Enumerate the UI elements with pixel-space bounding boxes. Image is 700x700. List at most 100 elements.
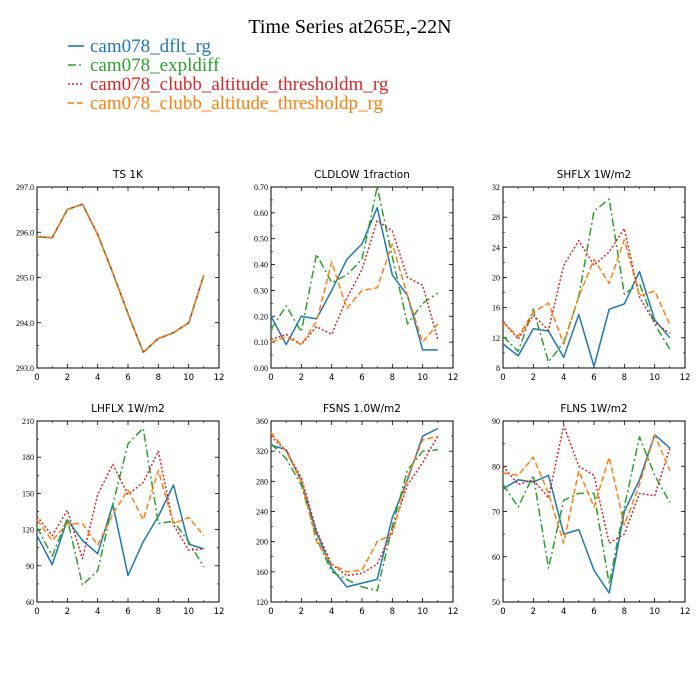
y-tick-label: 180 bbox=[22, 453, 34, 462]
x-tick-label: 0 bbox=[500, 373, 505, 383]
series-line-4 bbox=[36, 203, 205, 353]
x-tick-label: 6 bbox=[591, 373, 596, 383]
x-tick-label: 12 bbox=[214, 373, 225, 383]
y-tick-label: 0.00 bbox=[254, 364, 268, 373]
series-line-4 bbox=[502, 239, 671, 345]
x-tick-label: 6 bbox=[125, 373, 130, 383]
series-line-3 bbox=[502, 227, 671, 341]
y-tick-label: 240 bbox=[256, 508, 268, 517]
x-tick-label: 0 bbox=[500, 607, 505, 617]
x-tick-label: 0 bbox=[34, 607, 39, 617]
legend-label: cam078_dflt_rg bbox=[90, 36, 212, 57]
x-tick-label: 2 bbox=[531, 373, 536, 383]
x-tick-label: 8 bbox=[390, 373, 395, 383]
x-tick-label: 8 bbox=[156, 607, 161, 617]
series-line-2 bbox=[270, 443, 438, 592]
y-tick-label: 0.70 bbox=[254, 183, 268, 192]
x-tick-label: 2 bbox=[531, 607, 536, 617]
y-tick-label: 210 bbox=[22, 417, 34, 426]
x-tick-label: 4 bbox=[95, 607, 100, 617]
y-tick-label: 24 bbox=[492, 243, 500, 252]
plot-frame bbox=[270, 186, 454, 369]
plot-frame bbox=[270, 420, 454, 603]
series-line-2 bbox=[502, 198, 671, 363]
x-tick-label: 6 bbox=[591, 607, 596, 617]
panel-6: FLNS 1W/m2 0 2 4 6 8 10 12 50 60 70 80 90 bbox=[492, 403, 690, 617]
y-tick-label: 0.40 bbox=[254, 261, 268, 270]
y-tick-label: 150 bbox=[22, 489, 34, 498]
y-tick-label: 60 bbox=[26, 598, 34, 607]
legend-label: cam078_expldiff bbox=[90, 55, 220, 76]
x-tick-label: 2 bbox=[65, 373, 70, 383]
series-line-3 bbox=[36, 450, 204, 560]
series-line-3 bbox=[270, 219, 439, 346]
y-tick-label: 12 bbox=[492, 334, 500, 343]
y-tick-label: 28 bbox=[492, 213, 500, 222]
series-line-1 bbox=[36, 484, 205, 577]
y-tick-label: 60 bbox=[492, 553, 500, 562]
x-tick-label: 6 bbox=[359, 607, 364, 617]
y-tick-label: 120 bbox=[22, 526, 34, 535]
series-line-3 bbox=[270, 435, 439, 577]
x-tick-label: 4 bbox=[329, 607, 334, 617]
y-tick-label: 360 bbox=[256, 417, 268, 426]
series-line-1 bbox=[502, 433, 671, 594]
x-tick-label: 12 bbox=[448, 607, 459, 617]
x-tick-label: 10 bbox=[649, 373, 660, 383]
y-tick-label: 0.30 bbox=[254, 286, 268, 295]
legend: cam078_dflt_rgcam078_expldiffcam078_club… bbox=[68, 36, 389, 114]
x-tick-label: 10 bbox=[183, 373, 194, 383]
series-line-4 bbox=[502, 433, 671, 544]
y-tick-label: 20 bbox=[492, 274, 500, 283]
y-tick-label: 294.0 bbox=[16, 319, 34, 328]
y-tick-label: 297.0 bbox=[16, 183, 34, 192]
x-tick-label: 6 bbox=[125, 607, 130, 617]
series-line-1 bbox=[270, 206, 438, 351]
x-tick-label: 6 bbox=[359, 373, 364, 383]
series-line-1 bbox=[270, 427, 439, 588]
x-tick-label: 12 bbox=[680, 607, 691, 617]
y-tick-label: 293.0 bbox=[16, 364, 34, 373]
y-tick-label: 8 bbox=[496, 364, 500, 373]
series-line-2 bbox=[270, 186, 439, 333]
y-tick-label: 0.20 bbox=[254, 312, 268, 321]
x-tick-label: 2 bbox=[299, 373, 304, 383]
x-tick-label: 12 bbox=[680, 373, 691, 383]
panel-4: LHFLX 1W/m2 0 2 4 6 8 10 12 60 90 120 150 180 210 bbox=[22, 403, 224, 617]
x-tick-label: 4 bbox=[95, 373, 100, 383]
x-tick-label: 4 bbox=[561, 607, 566, 617]
x-tick-label: 10 bbox=[183, 607, 194, 617]
series-line-4 bbox=[270, 431, 438, 573]
y-tick-label: 90 bbox=[492, 417, 500, 426]
y-tick-label: 0.10 bbox=[254, 338, 268, 347]
panel-title: TS 1K bbox=[112, 169, 144, 181]
x-tick-label: 4 bbox=[561, 373, 566, 383]
x-tick-label: 10 bbox=[417, 373, 428, 383]
x-tick-label: 8 bbox=[390, 607, 395, 617]
x-tick-label: 12 bbox=[214, 607, 225, 617]
panel-1: TS 1K 0 2 4 6 8 10 12 293.0 294.0 295.0 296.0 297.0 bbox=[16, 169, 224, 383]
legend-label: cam078_clubb_altitude_thresholdp_rg bbox=[90, 93, 384, 114]
legend-label: cam078_clubb_altitude_thresholdm_rg bbox=[90, 74, 389, 95]
x-tick-label: 10 bbox=[417, 607, 428, 617]
y-tick-label: 296.0 bbox=[16, 228, 34, 237]
series-line-3 bbox=[502, 424, 671, 544]
panel-5: FSNS 1.0W/m2 0 2 4 6 8 10 12 120 160 200 240 280 320 3… bbox=[256, 403, 458, 617]
x-tick-label: 0 bbox=[34, 373, 39, 383]
y-tick-label: 160 bbox=[256, 568, 268, 577]
plot-frame bbox=[502, 420, 686, 603]
x-tick-label: 8 bbox=[622, 373, 627, 383]
y-tick-label: 320 bbox=[256, 447, 268, 456]
y-tick-label: 80 bbox=[492, 462, 500, 471]
y-tick-label: 0.50 bbox=[254, 235, 268, 244]
y-tick-label: 90 bbox=[26, 562, 34, 571]
x-tick-label: 12 bbox=[448, 373, 459, 383]
series-line-2 bbox=[502, 436, 671, 585]
series-line-2 bbox=[36, 427, 205, 586]
panel-title: FSNS 1.0W/m2 bbox=[323, 403, 401, 415]
y-tick-label: 200 bbox=[256, 538, 268, 547]
panel-2: CLDLOW 1fraction 0 2 4 6 8 10 12 0.00 0.10 0.20 0.3… bbox=[254, 169, 458, 383]
figure-title: Time Series at265E,-22N bbox=[248, 16, 451, 38]
